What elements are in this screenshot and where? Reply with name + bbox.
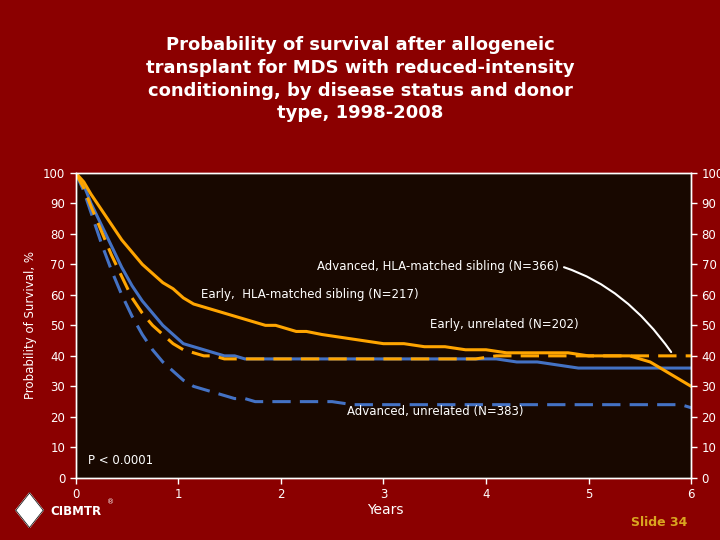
Text: ®: ®: [107, 499, 114, 505]
Text: P < 0.0001: P < 0.0001: [88, 454, 153, 467]
Y-axis label: Probability of Survival, %: Probability of Survival, %: [24, 251, 37, 400]
Text: Years: Years: [367, 503, 403, 517]
Text: Probability of survival after allogeneic
transplant for MDS with reduced-intensi: Probability of survival after allogeneic…: [145, 36, 575, 123]
Text: Early, unrelated (N=202): Early, unrelated (N=202): [430, 319, 578, 332]
Text: Slide 34: Slide 34: [631, 516, 687, 530]
Text: Advanced, HLA-matched sibling (N=366): Advanced, HLA-matched sibling (N=366): [317, 260, 671, 352]
Text: Advanced, unrelated (N=383): Advanced, unrelated (N=383): [348, 406, 524, 419]
Polygon shape: [16, 493, 43, 528]
Text: Early,  HLA-matched sibling (N=217): Early, HLA-matched sibling (N=217): [201, 288, 418, 301]
Text: CIBMTR: CIBMTR: [50, 505, 102, 518]
